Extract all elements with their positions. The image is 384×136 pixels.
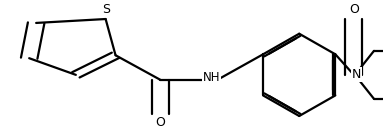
Text: S: S [102,3,109,16]
Text: N: N [352,68,361,81]
Text: NH: NH [203,71,220,84]
Text: O: O [155,116,165,129]
Text: O: O [349,3,359,16]
